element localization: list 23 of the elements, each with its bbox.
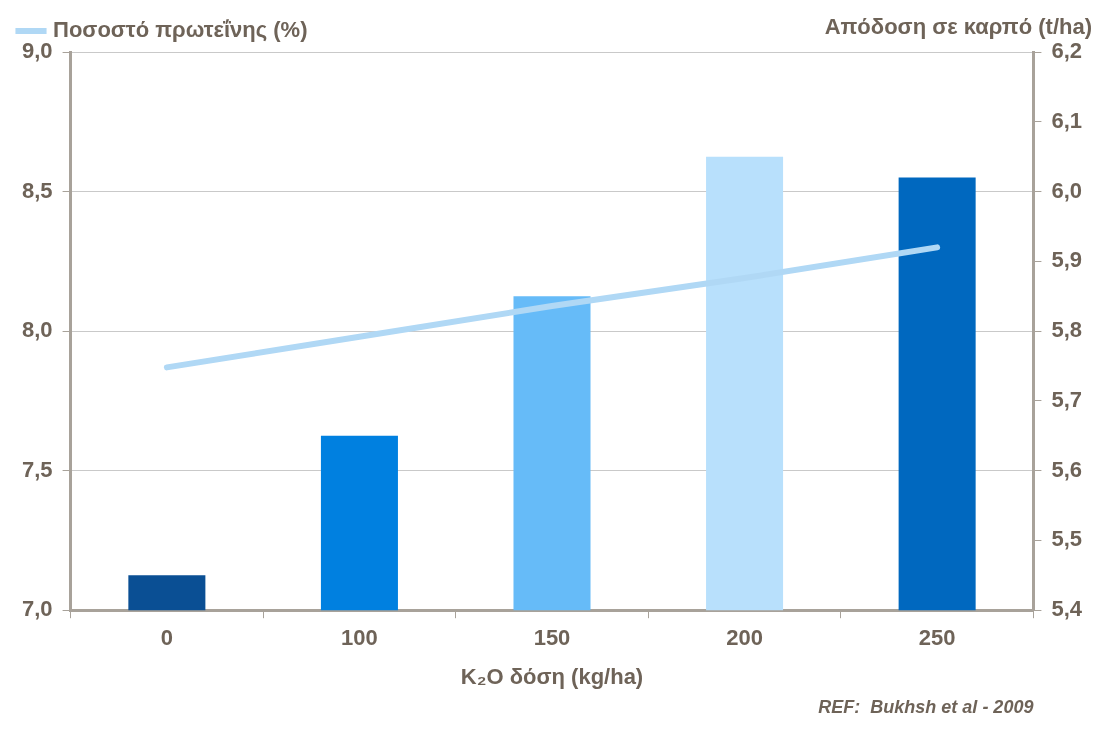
x-tick-label: 100 [341, 625, 378, 651]
x-tick-label: 150 [533, 625, 571, 651]
y-tick-label: 8,5 [21, 177, 53, 203]
y2-tick-label: 5,6 [1051, 456, 1083, 482]
text: REF: Bukhsh et al - 2009 [818, 696, 1034, 717]
y2-tick-label: 6,1 [1051, 107, 1083, 133]
y2-tick-label: 5,8 [1051, 317, 1083, 343]
y2-tick-label: 5,4 [1051, 596, 1083, 622]
legend-label: Ποσοστό πρωτεΐνης (%) [53, 17, 308, 43]
x-tick-label: 0 [160, 625, 173, 651]
y2-tick-label: 5,7 [1051, 386, 1083, 412]
x-tick-label: 200 [726, 625, 763, 651]
x-axis-title: K₂O δόση (kg/ha) [460, 663, 644, 689]
y-tick-label: 7,5 [21, 456, 53, 482]
y-tick-label: 8,0 [21, 317, 53, 343]
y2-axis-title: Απόδοση σε καρπό (t/ha) [824, 14, 1092, 40]
y2-tick-label: 6,2 [1051, 38, 1083, 64]
y-tick-label: 9,0 [21, 38, 53, 64]
y2-tick-label: 5,5 [1051, 526, 1083, 552]
y2-tick-label: 6,0 [1051, 177, 1083, 203]
y2-tick-label: 5,9 [1051, 247, 1083, 273]
x-tick-label: 250 [918, 625, 956, 651]
y-tick-label: 7,0 [21, 596, 53, 622]
